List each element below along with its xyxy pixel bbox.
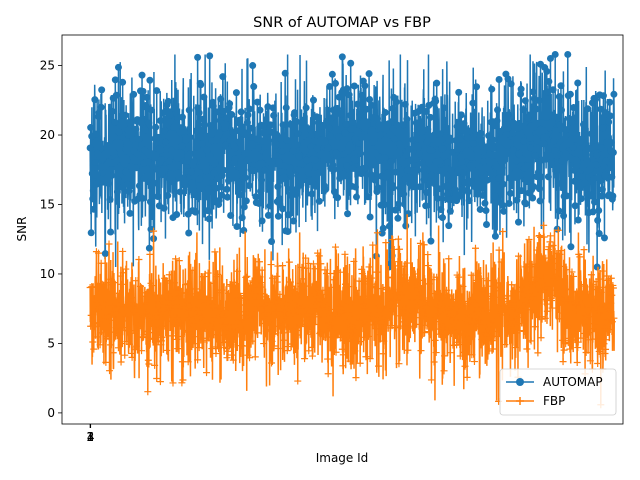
y-tick-label: 10	[40, 267, 55, 281]
plot-frame	[61, 34, 624, 425]
series-markers-fbp	[86, 221, 618, 409]
x-tick-label: 1	[86, 430, 94, 444]
y-tick-label: 15	[40, 197, 55, 211]
legend-fbp-label: FBP	[543, 394, 565, 408]
legend-automap-label: AUTOMAP	[543, 375, 603, 389]
series-markers-automap	[86, 50, 618, 271]
series-fbp	[86, 214, 618, 409]
legend-automap-marker	[516, 378, 524, 386]
legend-box	[499, 368, 617, 416]
x-axis-label: Image Id	[316, 451, 369, 465]
x-tick-label: 4	[87, 430, 95, 444]
series-layer	[86, 50, 618, 409]
x-tick-label: 3	[87, 430, 95, 444]
y-axis-ticks: 0 5 10 15 20 25	[40, 59, 62, 420]
series-automap	[86, 50, 618, 271]
legend: AUTOMAP FBP	[499, 368, 617, 416]
y-tick-label: 5	[47, 336, 55, 350]
chart-title: SNR of AUTOMAP vs FBP	[253, 15, 431, 31]
y-tick-label: 25	[40, 59, 55, 73]
y-tick-label: 0	[47, 406, 55, 420]
x-tick-label: 2	[86, 430, 94, 444]
y-tick-label: 20	[40, 128, 55, 142]
legend-fbp-marker	[516, 397, 524, 405]
y-axis-label: SNR	[15, 217, 29, 242]
